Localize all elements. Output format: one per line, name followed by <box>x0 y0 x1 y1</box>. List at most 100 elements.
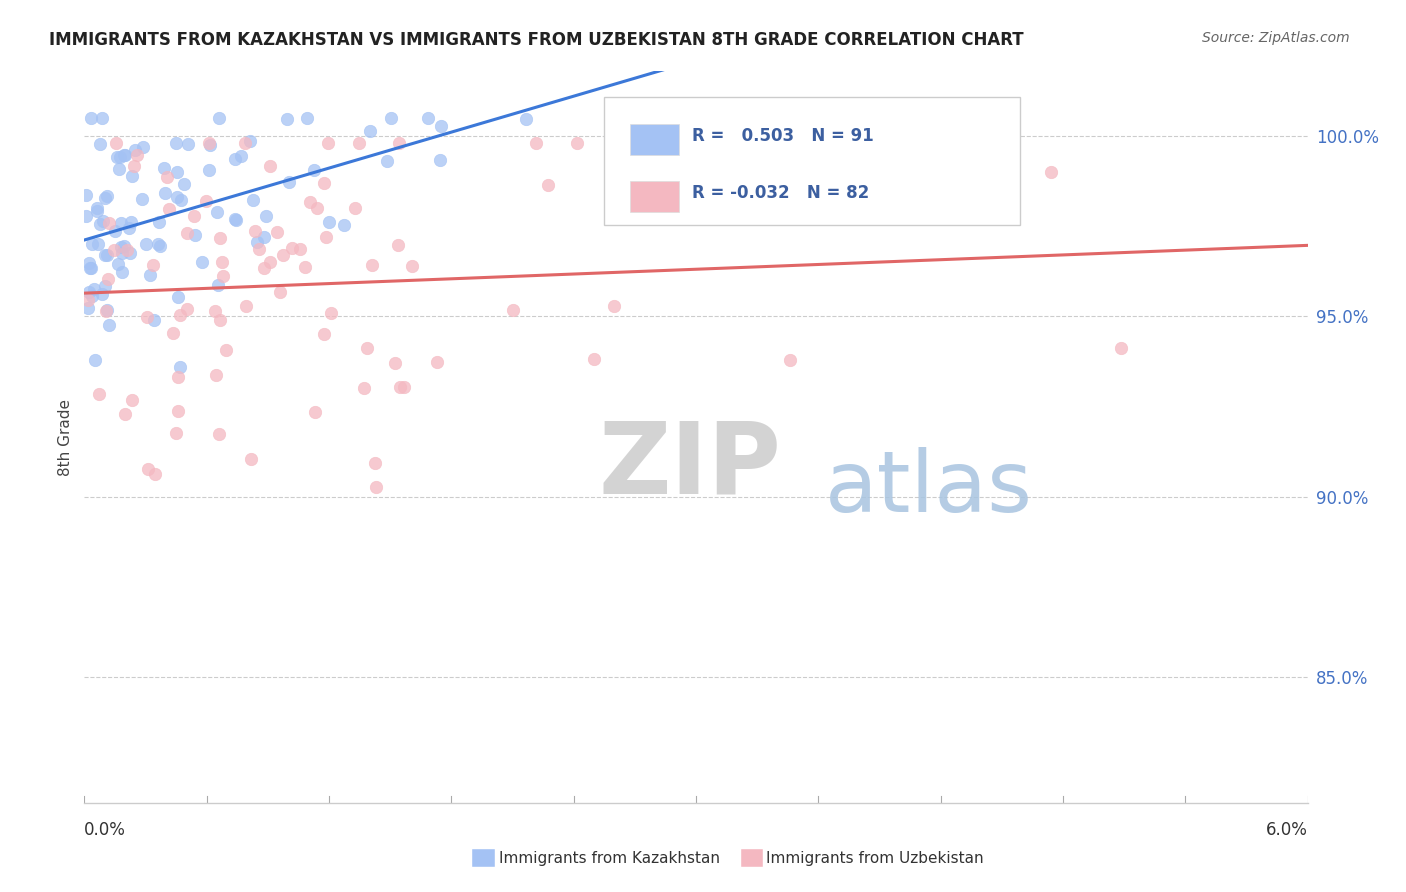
Point <box>177 137 200 152</box>
Point <box>259 159 281 173</box>
Point <box>94 191 117 205</box>
Point <box>89 217 111 231</box>
Point <box>122 159 145 173</box>
Point <box>176 301 198 316</box>
Point <box>167 369 190 384</box>
Point <box>246 235 269 249</box>
Point <box>111 246 134 260</box>
Bar <box>472 849 495 867</box>
Point <box>416 112 439 126</box>
Text: Immigrants from Uzbekistan: Immigrants from Uzbekistan <box>766 851 984 865</box>
Point <box>169 308 191 322</box>
Point <box>377 154 399 169</box>
Point <box>80 260 103 275</box>
Point <box>77 255 100 269</box>
Point <box>114 407 136 421</box>
Point <box>426 355 449 369</box>
Point <box>364 480 387 494</box>
Point <box>392 380 415 394</box>
Point <box>96 188 118 202</box>
Point <box>82 237 104 252</box>
Point <box>90 112 112 126</box>
Point <box>294 260 316 274</box>
Point <box>127 148 149 162</box>
Text: Immigrants from Kazakhstan: Immigrants from Kazakhstan <box>499 851 720 865</box>
Point <box>536 178 558 192</box>
Point <box>207 277 229 292</box>
Point <box>98 216 121 230</box>
Point <box>86 237 108 252</box>
Point <box>208 427 231 442</box>
Point <box>97 318 120 332</box>
Point <box>176 226 198 240</box>
Point <box>148 215 170 229</box>
Point <box>111 265 134 279</box>
Point <box>243 224 266 238</box>
Point <box>105 150 128 164</box>
Point <box>211 254 233 268</box>
Point <box>135 237 157 252</box>
Point <box>132 140 155 154</box>
Point <box>198 138 221 153</box>
Point <box>361 258 384 272</box>
Point <box>305 201 328 215</box>
FancyBboxPatch shape <box>630 181 679 211</box>
Point <box>165 136 187 151</box>
Point <box>94 248 117 262</box>
Point <box>256 210 278 224</box>
Point <box>121 169 143 183</box>
Point <box>184 227 207 242</box>
Point <box>108 162 131 177</box>
Point <box>89 387 111 401</box>
Point <box>153 186 176 200</box>
Point <box>77 293 100 307</box>
Point <box>166 189 188 203</box>
Point <box>107 257 129 271</box>
Point <box>353 381 375 395</box>
Point <box>96 247 118 261</box>
Point <box>1039 165 1062 179</box>
Point <box>114 147 136 161</box>
Point <box>195 194 218 208</box>
Point <box>1109 341 1132 355</box>
Point <box>183 210 205 224</box>
Point <box>170 193 193 207</box>
Point <box>273 248 295 262</box>
Point <box>388 136 411 151</box>
Point <box>94 304 117 318</box>
Point <box>247 242 270 256</box>
Text: 0.0%: 0.0% <box>84 821 127 838</box>
Point <box>83 352 105 367</box>
Point <box>77 285 100 299</box>
Point <box>333 219 356 233</box>
Point <box>94 278 117 293</box>
Point <box>242 193 264 207</box>
Point <box>359 124 381 138</box>
Point <box>138 268 160 282</box>
Point <box>278 175 301 189</box>
Point <box>169 360 191 375</box>
Point <box>225 213 247 227</box>
Point <box>401 260 423 274</box>
Point <box>162 326 184 340</box>
Point <box>364 456 387 470</box>
Point <box>166 165 188 179</box>
Bar <box>741 849 763 867</box>
Point <box>149 239 172 253</box>
Point <box>344 201 367 215</box>
Y-axis label: 8th Grade: 8th Grade <box>58 399 73 475</box>
Point <box>136 310 159 324</box>
Point <box>266 225 288 239</box>
Point <box>143 467 166 481</box>
Text: 6.0%: 6.0% <box>1265 821 1308 838</box>
Point <box>302 163 325 178</box>
Point <box>239 452 262 467</box>
Point <box>197 136 219 151</box>
Point <box>233 136 256 151</box>
Point <box>347 136 370 151</box>
Text: atlas: atlas <box>824 447 1032 530</box>
Point <box>314 326 336 341</box>
Point <box>104 136 127 151</box>
Point <box>224 153 246 167</box>
Point <box>115 243 138 257</box>
